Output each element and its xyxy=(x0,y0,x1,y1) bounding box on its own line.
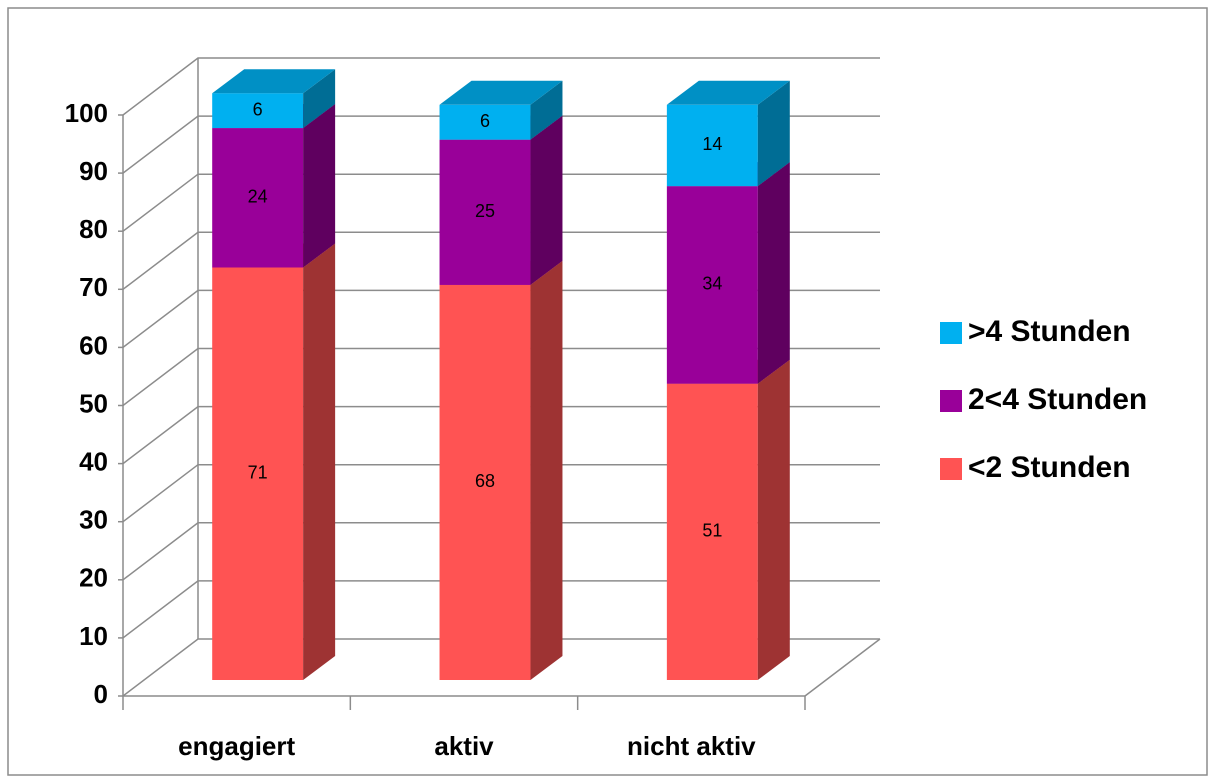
legend-swatch xyxy=(940,322,962,344)
grid-line xyxy=(122,289,880,348)
y-tick-label: 30 xyxy=(79,505,108,535)
chart-border xyxy=(7,7,1208,776)
value-label: 6 xyxy=(253,99,263,119)
grid-line xyxy=(122,347,880,407)
grid-line xyxy=(122,463,880,523)
bar-segment xyxy=(439,104,531,140)
value-label: 14 xyxy=(702,134,722,154)
x-tick-label: nicht aktiv xyxy=(627,731,756,761)
bar-side xyxy=(757,80,790,187)
bar-top xyxy=(439,80,563,105)
floor-edge xyxy=(804,638,881,697)
bar-side xyxy=(757,359,790,680)
bar-side xyxy=(530,115,563,285)
bar-side xyxy=(757,162,790,384)
grid-line xyxy=(122,57,880,116)
bar-segment xyxy=(666,186,758,384)
bar-top xyxy=(212,69,336,94)
value-label: 6 xyxy=(480,111,490,131)
bar-segment xyxy=(212,267,304,680)
bar-segment xyxy=(439,284,531,680)
y-tick-label: 90 xyxy=(79,156,108,186)
legend-swatch xyxy=(940,458,962,480)
y-tick-label: 50 xyxy=(79,388,108,418)
y-tick-label: 0 xyxy=(94,679,108,709)
value-label: 25 xyxy=(475,201,495,221)
grid-line xyxy=(122,580,880,639)
grid-line xyxy=(122,638,880,697)
value-label: 71 xyxy=(248,462,268,482)
legend-label: 2<4 Stunden xyxy=(968,383,1147,416)
y-tick-label: 100 xyxy=(65,98,108,128)
y-tick-label: 80 xyxy=(79,214,108,244)
bar-segment xyxy=(212,93,304,129)
bar-segment xyxy=(439,139,531,285)
bar-segment xyxy=(666,383,758,680)
y-tick-label: 40 xyxy=(79,446,108,476)
bar-segment xyxy=(666,104,758,187)
grid-line xyxy=(122,173,880,232)
bar-segment xyxy=(212,128,304,268)
bar-side xyxy=(530,260,563,680)
bar-side xyxy=(303,104,336,268)
value-label: 68 xyxy=(475,471,495,491)
grid-line xyxy=(122,115,880,174)
value-label: 24 xyxy=(248,187,268,207)
bar-side xyxy=(303,69,336,129)
legend-label: <2 Stunden xyxy=(968,451,1131,484)
bar-top xyxy=(666,80,790,105)
value-label: 34 xyxy=(702,274,722,294)
y-tick-label: 10 xyxy=(79,621,108,651)
grid-line xyxy=(122,231,880,290)
bar-side xyxy=(303,243,336,681)
y-tick-label: 70 xyxy=(79,272,108,302)
grid-line xyxy=(122,405,880,465)
grid-line xyxy=(122,522,880,581)
legend-swatch xyxy=(940,390,962,412)
x-tick-label: engagiert xyxy=(178,731,295,761)
value-label: 51 xyxy=(702,521,722,541)
x-tick-label: aktiv xyxy=(434,731,494,761)
y-tick-label: 60 xyxy=(79,330,108,360)
bar-side xyxy=(530,80,563,140)
legend-label: >4 Stunden xyxy=(968,315,1131,348)
y-tick-label: 20 xyxy=(79,563,108,593)
